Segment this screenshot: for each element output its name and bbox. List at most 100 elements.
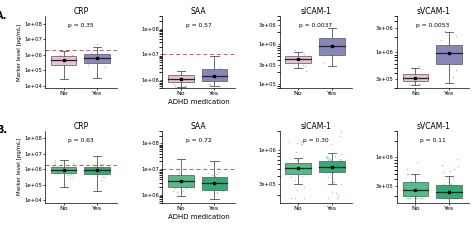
Point [447,196,455,200]
Point [453,68,460,72]
Point [93,174,101,178]
Point [88,166,96,170]
Point [300,196,307,199]
Point [329,180,337,184]
Point [89,171,96,175]
Point [324,157,331,160]
Text: p = 0.0037: p = 0.0037 [299,24,332,28]
Bar [84,167,110,174]
Point [173,174,181,178]
Point [303,165,310,169]
Point [64,164,72,167]
Point [99,162,107,166]
Point [90,164,98,168]
Point [416,82,423,86]
Point [291,178,299,182]
Point [437,192,445,196]
Point [171,186,178,190]
Bar [319,161,345,172]
Point [288,175,295,179]
Point [443,196,450,200]
Point [86,171,93,174]
Point [299,166,307,169]
Point [329,36,337,40]
Point [417,196,425,200]
Point [54,54,61,58]
Point [337,130,345,134]
Point [440,183,447,187]
Point [179,189,187,193]
Point [291,48,299,52]
Point [202,187,210,191]
Point [449,176,457,180]
Point [204,186,212,190]
Point [52,158,59,162]
Point [171,84,178,88]
Point [185,182,192,185]
Point [209,177,217,180]
Point [286,140,293,144]
Point [170,189,177,193]
Point [98,164,105,168]
Point [99,170,106,174]
Point [185,183,193,187]
Point [174,179,182,183]
Point [171,182,179,186]
Bar [285,163,311,174]
Point [92,168,100,172]
Point [300,63,307,67]
Point [184,182,192,186]
Point [403,196,411,200]
Point [169,184,177,188]
Point [288,196,295,199]
Point [404,172,411,176]
Point [445,188,452,192]
Point [204,186,212,190]
Text: A.: A. [0,10,7,21]
Y-axis label: Marker level [pg/mL]: Marker level [pg/mL] [17,24,22,81]
Point [293,141,301,144]
Point [292,196,299,199]
Point [216,68,224,72]
Point [168,180,176,184]
Point [100,175,107,179]
Point [417,67,425,71]
Point [185,75,193,79]
Bar [436,185,462,198]
Bar [402,182,428,196]
Point [410,180,417,184]
Bar [319,38,345,55]
Point [324,156,331,160]
Point [452,34,459,38]
Point [328,45,336,48]
Point [62,57,69,61]
Text: p = 0.35: p = 0.35 [68,24,94,28]
Point [293,188,301,192]
Point [403,167,410,171]
Point [298,142,306,146]
Point [438,163,446,167]
Point [216,182,224,185]
Point [215,187,222,191]
Point [454,44,461,48]
Point [65,173,73,177]
Point [454,57,461,61]
Point [54,63,62,67]
Point [56,53,64,57]
Point [298,139,305,143]
Point [445,196,452,200]
Point [213,191,220,195]
Point [179,180,187,184]
Point [172,178,179,182]
Point [173,191,181,194]
Point [414,196,421,200]
Point [417,186,424,190]
Point [332,43,339,47]
Point [215,84,222,88]
Point [297,163,304,166]
Point [98,178,105,182]
Point [333,196,340,199]
Point [59,170,67,174]
Point [334,159,342,163]
Point [181,175,188,178]
